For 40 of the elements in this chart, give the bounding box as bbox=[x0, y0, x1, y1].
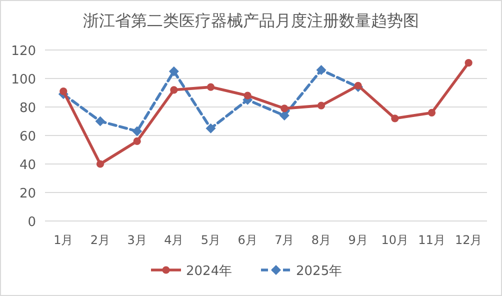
point bbox=[170, 86, 178, 94]
x-tick-label: 10月 bbox=[381, 233, 409, 247]
x-tick-label: 7月 bbox=[274, 233, 294, 247]
y-tick-label: 20 bbox=[19, 186, 36, 202]
point bbox=[132, 126, 142, 136]
x-tick-label: 2月 bbox=[90, 233, 110, 247]
point bbox=[391, 114, 399, 122]
y-tick-label: 60 bbox=[19, 130, 36, 144]
x-tick-label: 8月 bbox=[311, 233, 332, 247]
point bbox=[280, 104, 288, 112]
point bbox=[317, 102, 326, 110]
y-tick-label: 100 bbox=[11, 72, 36, 88]
y-tick-label: 0 bbox=[28, 215, 36, 230]
y-tick-label: 40 bbox=[19, 158, 36, 173]
point bbox=[206, 83, 215, 91]
y-tick-label: 80 bbox=[19, 101, 36, 116]
point bbox=[96, 160, 104, 168]
x-tick-label: 6月 bbox=[238, 233, 258, 247]
point bbox=[95, 116, 106, 126]
point bbox=[464, 59, 472, 67]
title: 浙江省第二类医疗器械产品月度注册数量趋势图 bbox=[83, 11, 419, 30]
x-tick-label: 12月 bbox=[454, 233, 482, 247]
point bbox=[168, 66, 179, 76]
point bbox=[244, 92, 252, 100]
point bbox=[206, 123, 216, 134]
x-tick-label: 4月 bbox=[164, 233, 184, 247]
legend-label: 2024年 bbox=[186, 264, 232, 279]
legend-label: 2025年 bbox=[296, 264, 342, 279]
x-tick-label: 1月 bbox=[54, 233, 74, 247]
point bbox=[133, 137, 141, 145]
point bbox=[428, 108, 436, 116]
x-tick-label: 11月 bbox=[418, 233, 446, 247]
point bbox=[316, 64, 326, 75]
point bbox=[60, 88, 68, 96]
x-tick-label: 3月 bbox=[127, 233, 147, 247]
x-tick-label: 5月 bbox=[200, 233, 221, 247]
x-tick-label: 9月 bbox=[348, 233, 368, 247]
point bbox=[279, 110, 290, 121]
point bbox=[354, 82, 362, 90]
y-tick-label: 120 bbox=[11, 44, 36, 59]
